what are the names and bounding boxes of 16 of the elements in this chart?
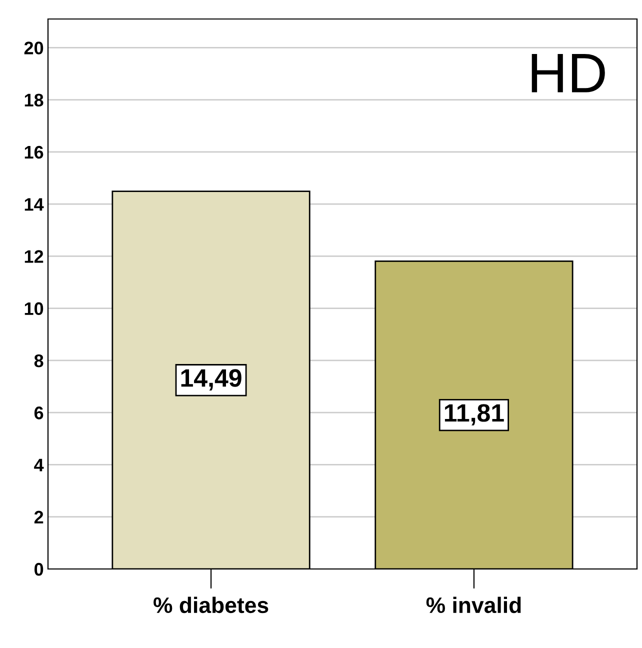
y-tick-label: 14 [24,198,44,211]
y-tick-label: 20 [24,42,44,54]
data-label: 14,49 [181,369,242,390]
y-tick-label: 0 [34,562,44,576]
y-tick-label: 6 [34,406,44,420]
y-tick-label: 10 [24,302,44,316]
annotation: HD [532,54,605,92]
x-tick-label: % diabetes [154,596,268,614]
y-tick-label: 4 [34,458,44,472]
y-tick-label: 8 [34,354,44,368]
x-tick-label: % invalid [426,596,521,614]
y-tick-label: 12 [24,250,44,263]
data-label: 11,81 [444,404,504,426]
y-tick-label: 2 [34,510,44,524]
y-tick-label: 18 [24,94,44,107]
y-tick-label: 16 [24,146,44,159]
